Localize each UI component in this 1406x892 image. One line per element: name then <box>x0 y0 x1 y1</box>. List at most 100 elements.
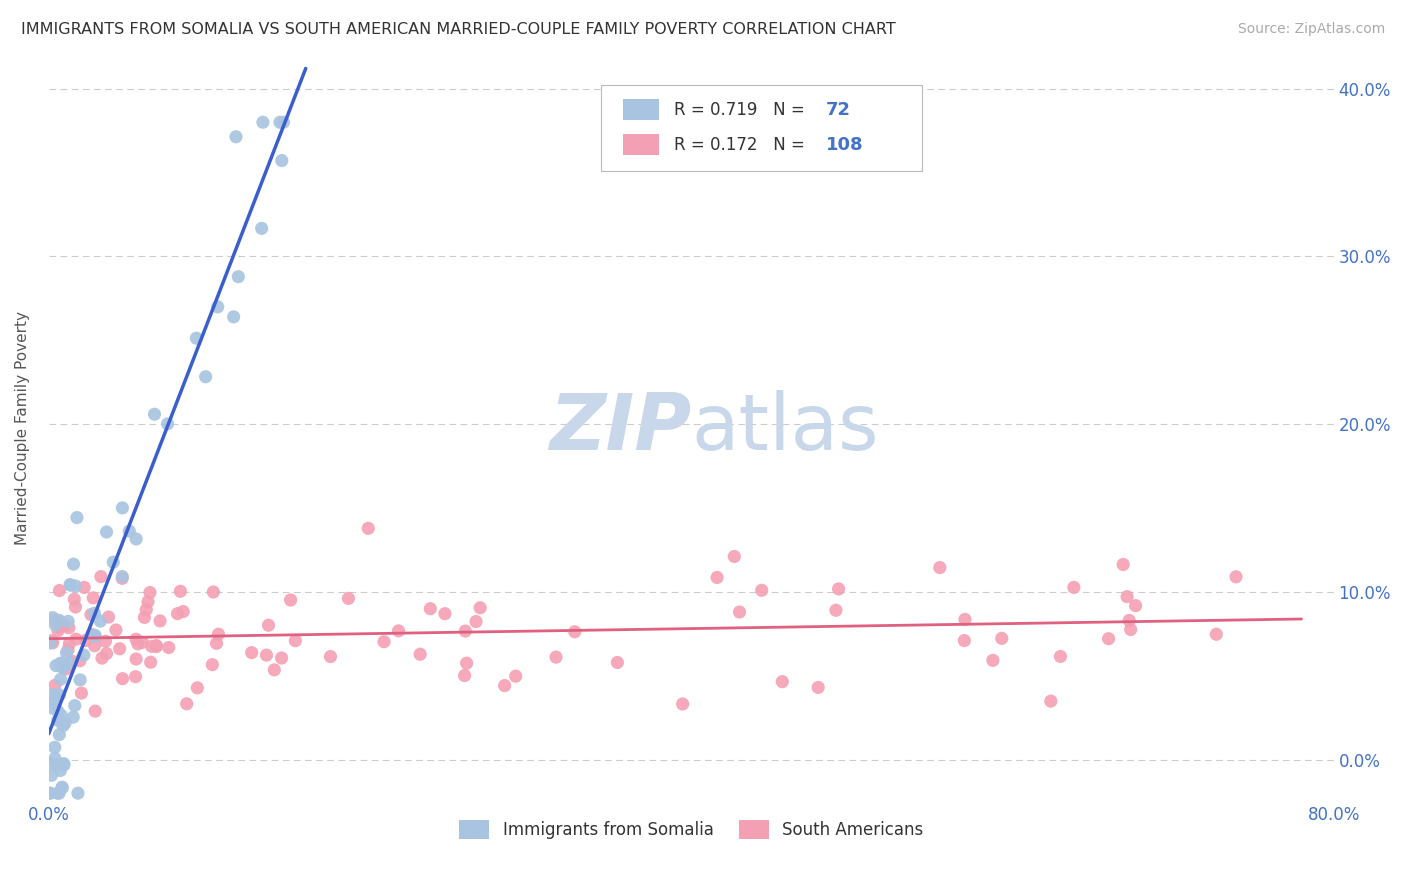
Point <box>89 614 111 628</box>
Y-axis label: Married-Couple Family Poverty: Married-Couple Family Poverty <box>15 311 30 545</box>
Point <box>706 570 728 584</box>
Point <box>134 610 156 624</box>
Point <box>62 557 84 571</box>
Point <box>409 647 432 661</box>
Point <box>270 651 292 665</box>
Point <box>51 780 73 794</box>
Point <box>1116 590 1139 604</box>
Point <box>157 640 180 655</box>
Point <box>49 659 72 673</box>
Point <box>136 595 159 609</box>
Point <box>456 656 478 670</box>
Point <box>201 657 224 672</box>
Point <box>41 768 63 782</box>
Point <box>45 658 67 673</box>
Point <box>454 624 477 638</box>
Point <box>186 331 208 345</box>
Point <box>723 549 745 564</box>
Point <box>222 310 245 324</box>
Point <box>257 618 280 632</box>
Point <box>65 632 87 647</box>
Point <box>38 786 60 800</box>
Point <box>48 786 70 800</box>
Point <box>284 633 307 648</box>
Point <box>672 697 695 711</box>
Point <box>69 654 91 668</box>
Point <box>41 636 63 650</box>
FancyBboxPatch shape <box>602 85 922 171</box>
Point <box>44 678 66 692</box>
Point <box>1049 649 1071 664</box>
Point <box>53 757 76 772</box>
Point <box>39 786 62 800</box>
Point <box>470 600 492 615</box>
Point <box>48 620 70 634</box>
Point <box>60 654 83 668</box>
Point <box>928 560 950 574</box>
Point <box>66 510 89 524</box>
Text: R = 0.719   N =: R = 0.719 N = <box>675 101 810 119</box>
Point <box>453 668 475 682</box>
Text: atlas: atlas <box>692 391 879 467</box>
Point <box>80 607 103 622</box>
Point <box>205 636 228 650</box>
Point <box>169 584 191 599</box>
Point <box>544 650 567 665</box>
Point <box>46 758 69 772</box>
Point <box>103 555 125 569</box>
Point <box>45 613 67 627</box>
Point <box>53 716 76 731</box>
Point <box>263 663 285 677</box>
Point <box>202 585 225 599</box>
Point <box>49 714 72 728</box>
Point <box>186 681 208 695</box>
Point <box>51 708 73 723</box>
Point <box>97 610 120 624</box>
Point <box>44 751 66 765</box>
Point <box>270 153 292 168</box>
Point <box>124 670 146 684</box>
Point <box>46 689 69 703</box>
Point <box>1112 558 1135 572</box>
Point <box>84 704 107 718</box>
Point <box>1119 623 1142 637</box>
Point <box>52 756 75 771</box>
Point <box>139 655 162 669</box>
Point <box>42 695 65 709</box>
Point <box>141 640 163 654</box>
Point <box>65 599 87 614</box>
Point <box>44 740 66 755</box>
Point <box>256 648 278 662</box>
Point <box>46 786 69 800</box>
Point <box>73 581 96 595</box>
Point <box>59 577 82 591</box>
Point <box>250 221 273 235</box>
Point <box>751 583 773 598</box>
Point <box>75 633 97 648</box>
Text: 72: 72 <box>827 101 851 119</box>
Point <box>1063 581 1085 595</box>
Point <box>49 764 72 778</box>
Point <box>83 606 105 620</box>
Point <box>55 662 77 676</box>
Point <box>207 300 229 314</box>
Point <box>44 618 66 632</box>
Point <box>52 660 75 674</box>
Point <box>225 129 247 144</box>
Point <box>94 634 117 648</box>
Point <box>48 613 70 627</box>
Point <box>104 623 127 637</box>
Point <box>66 786 89 800</box>
Point <box>46 624 69 638</box>
Point <box>125 632 148 647</box>
Text: Source: ZipAtlas.com: Source: ZipAtlas.com <box>1237 22 1385 37</box>
Point <box>41 633 63 648</box>
Point <box>373 634 395 648</box>
Point <box>42 688 65 702</box>
Point <box>127 637 149 651</box>
Point <box>63 698 86 713</box>
Point <box>48 728 70 742</box>
Point <box>51 780 73 795</box>
Point <box>125 652 148 666</box>
Point <box>53 618 76 632</box>
